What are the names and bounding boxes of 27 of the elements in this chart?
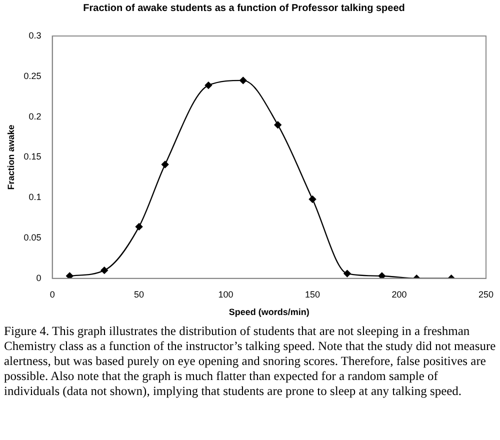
y-tick-label: 0.2 bbox=[28, 111, 42, 122]
point bbox=[378, 272, 386, 278]
point bbox=[161, 160, 169, 168]
y-tick-label: 0.05 bbox=[24, 232, 42, 242]
x-axis-title: Speed (words/min) bbox=[228, 307, 310, 318]
point bbox=[100, 266, 108, 274]
y-tick-label: 0.3 bbox=[28, 30, 42, 40]
y-tick-label: 0.1 bbox=[28, 192, 42, 202]
x-tick-label: 50 bbox=[134, 289, 144, 300]
x-tick-label: 200 bbox=[392, 289, 407, 300]
point bbox=[66, 272, 74, 278]
y-axis-title: Fraction awake bbox=[6, 124, 16, 190]
y-tick-label: 0.15 bbox=[24, 152, 42, 162]
x-tick-label: 250 bbox=[478, 289, 494, 300]
y-tick-label: 0.25 bbox=[24, 70, 42, 81]
x-tick-label: 150 bbox=[305, 289, 320, 300]
point bbox=[308, 196, 316, 203]
caption: Figure 4. This graph illustrates the distribution of students that are not sleeping in a freshman Chemistry class as a function of the instructor’s talking speed. Note that the study did not measure alertness, but was based purely on eye opening and snoring scores. Therefore, false positives are possible. Also note that the graph is much flatter than expected for a random sample of individuals (data not shown), implying that students are prone to sleep at any talking speed. bbox=[4, 324, 496, 399]
point bbox=[274, 121, 282, 128]
x-tick-label: 100 bbox=[218, 289, 234, 300]
point bbox=[240, 76, 247, 84]
point bbox=[344, 270, 351, 278]
point bbox=[135, 223, 143, 230]
x-tick-label: 0 bbox=[50, 289, 55, 300]
chart-title: Fraction of awake students as a function of Professor talking speed bbox=[83, 2, 405, 14]
point bbox=[204, 82, 212, 89]
y-tick-label: 0 bbox=[36, 272, 42, 283]
